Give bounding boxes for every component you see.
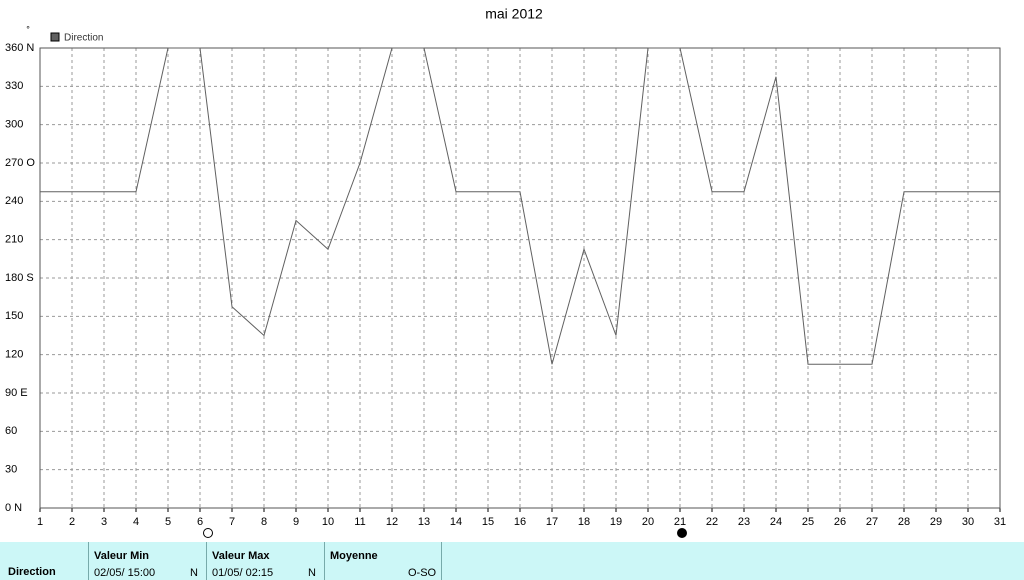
x-tick-label: 24	[770, 516, 782, 528]
min-date: 02/05/ 15:00	[94, 567, 156, 579]
moon-icon	[677, 528, 687, 538]
x-tick-label: 7	[229, 516, 235, 528]
x-tick-label: 2	[69, 516, 75, 528]
x-tick-label: 3	[101, 516, 107, 528]
x-tick-label: 14	[450, 516, 462, 528]
header: Valeur Min	[94, 550, 150, 562]
data-line	[40, 47, 1000, 365]
legend-label: Direction	[64, 33, 103, 44]
max-date: 01/05/ 02:15	[212, 567, 274, 579]
x-tick-label: 11	[354, 516, 365, 528]
x-tick-label: 15	[482, 516, 494, 528]
header: Valeur Max	[212, 550, 270, 562]
header: Moyenne	[330, 550, 378, 562]
x-tick-label: 16	[514, 516, 526, 528]
y-tick-label: 270 O	[5, 157, 35, 169]
stats-table: Direction Valeur Min 02/05/ 15:00 N Vale…	[0, 542, 1024, 580]
x-tick-label: 31	[994, 516, 1006, 528]
y-tick-label: 180 S	[5, 272, 34, 284]
max-dir: N	[308, 567, 316, 579]
x-tick-label: 8	[261, 516, 267, 528]
x-tick-label: 12	[386, 516, 398, 528]
x-tick-label: 22	[706, 516, 718, 528]
y-tick-label: 210	[5, 234, 23, 246]
x-tick-label: 9	[293, 516, 299, 528]
x-tick-label: 6	[197, 516, 203, 528]
x-tick-label: 27	[866, 516, 878, 528]
x-tick-label: 18	[578, 516, 590, 528]
x-tick-label: 17	[546, 516, 558, 528]
y-tick-label: 360 N	[5, 42, 34, 54]
y-tick-label: 150	[5, 310, 23, 322]
y-tick-label: 90 E	[5, 387, 28, 399]
x-tick-label: 23	[738, 516, 750, 528]
x-tick-label: 26	[834, 516, 846, 528]
x-tick-label: 19	[610, 516, 622, 528]
x-tick-label: 28	[898, 516, 910, 528]
y-tick-label: 330	[5, 80, 23, 92]
x-tick-label: 10	[322, 516, 334, 528]
x-tick-label: 21	[674, 516, 686, 528]
x-tick-label: 25	[802, 516, 814, 528]
x-tick-label: 5	[165, 516, 171, 528]
y-tick-label: 240	[5, 195, 23, 207]
chart-title: mai 2012	[485, 6, 543, 22]
moon-icon	[203, 528, 213, 538]
x-tick-label: 30	[962, 516, 974, 528]
y-tick-label: 60	[5, 425, 17, 437]
y-tick-label: 0 N	[5, 502, 22, 514]
mean-value: O-SO	[408, 567, 437, 579]
y-unit: °	[26, 24, 30, 34]
x-tick-label: 29	[930, 516, 942, 528]
min-dir: N	[190, 567, 198, 579]
plot-frame	[39, 47, 1001, 509]
x-tick-label: 20	[642, 516, 654, 528]
y-tick-label: 120	[5, 349, 23, 361]
x-tick-label: 13	[418, 516, 430, 528]
row-label: Direction	[8, 566, 56, 578]
x-tick-label: 1	[37, 516, 43, 528]
y-tick-label: 300	[5, 119, 23, 131]
y-tick-label: 30	[5, 464, 17, 476]
legend-swatch	[50, 32, 60, 42]
x-tick-label: 4	[133, 516, 139, 528]
